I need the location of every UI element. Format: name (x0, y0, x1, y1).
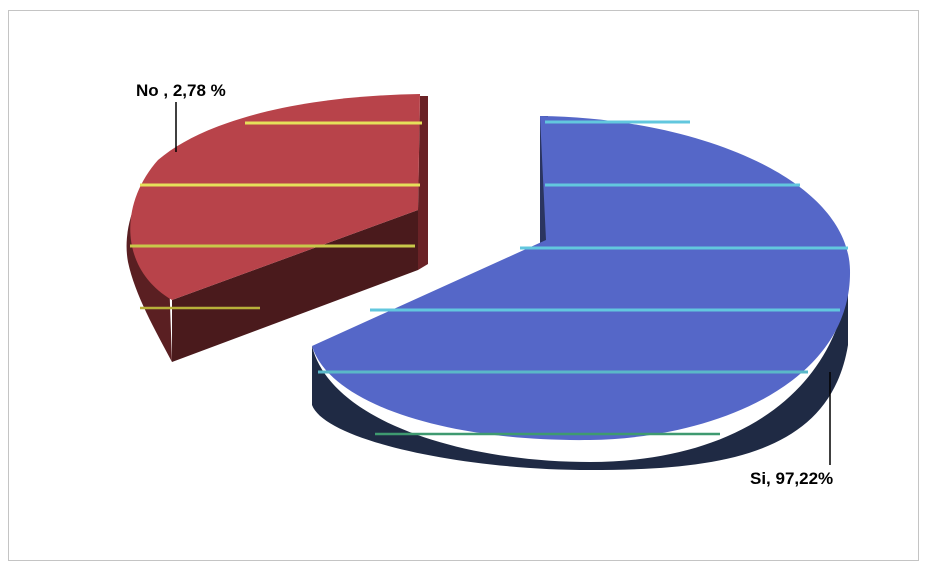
data-label-si: Si, 97,22% (750, 469, 833, 488)
slice-no-top (130, 94, 420, 300)
slice-no-cut-face (172, 210, 418, 362)
slice-no-right-face (418, 96, 428, 270)
data-label-no: No , 2,78 % (136, 81, 226, 100)
pie-slice-si (312, 116, 851, 470)
slice-si-top (312, 116, 851, 441)
pie-slice-no (126, 94, 428, 362)
